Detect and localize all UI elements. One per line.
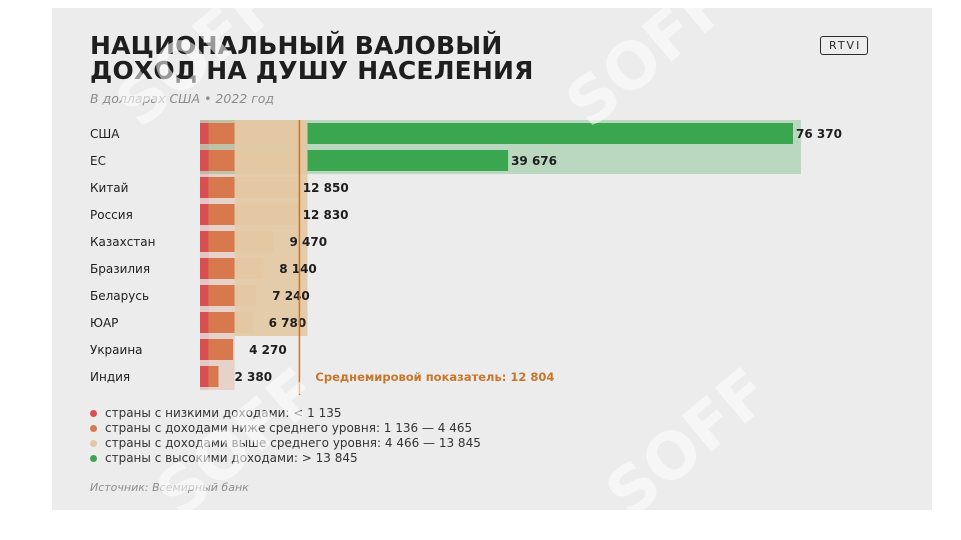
category-label: Россия: [90, 208, 133, 222]
legend-label-upper-middle: страны с доходами выше среднего уровня: …: [105, 436, 481, 450]
legend-label-low: страны с низкими доходами: < 1 135: [105, 406, 342, 420]
band-low: [200, 120, 209, 390]
bar-segment-lower-middle: [208, 312, 235, 333]
bar-segment-upper-middle: [234, 204, 300, 225]
category-label: ЮАР: [90, 316, 118, 330]
bar-3: [200, 204, 300, 225]
legend-item-high: страны с высокими доходами: > 13 845: [90, 451, 481, 466]
legend-swatch-upper-middle: [90, 440, 97, 447]
category-label: Украина: [90, 343, 143, 357]
bar-segment-upper-middle: [234, 285, 257, 306]
legend-swatch-lower-middle: [90, 425, 97, 432]
bar-segment-lower-middle: [208, 258, 235, 279]
bar-9: [200, 366, 219, 387]
source-note: Источник: Всемирный банк: [90, 481, 249, 494]
category-label: Казахстан: [90, 235, 156, 249]
value-label: 12 830: [303, 208, 349, 222]
category-label: США: [90, 127, 120, 141]
legend-swatch-low: [90, 410, 97, 417]
bar-segment-upper-middle: [234, 231, 274, 252]
value-label: 2 380: [234, 370, 272, 384]
bar-segment-lower-middle: [208, 285, 235, 306]
value-label: 8 140: [279, 262, 317, 276]
bar-segment-high: [307, 150, 509, 171]
bar-segment-low: [200, 339, 209, 360]
bar-5: [200, 258, 264, 279]
bar-segment-upper-middle: [234, 312, 253, 333]
bar-segment-lower-middle: [208, 366, 219, 387]
legend-item-low: страны с низкими доходами: < 1 135: [90, 406, 481, 421]
bar-6: [200, 285, 257, 306]
category-label: ЕС: [90, 154, 106, 168]
bar-segment-low: [200, 204, 209, 225]
bar-segment-low: [200, 231, 209, 252]
average-label: Среднемировой показатель: 12 804: [315, 370, 554, 384]
bar-chart: США 76 370 ЕС 39 676 Китай 12 850 Россия 12 830…: [90, 120, 842, 395]
category-label: Индия: [90, 370, 130, 384]
bar-7: [200, 312, 253, 333]
value-label: 76 370: [796, 127, 842, 141]
legend-label-lower-middle: страны с доходами ниже среднего уровня: …: [105, 421, 473, 435]
bar-2: [200, 177, 300, 198]
legend-swatch-high: [90, 455, 97, 462]
bar-segment-low: [200, 123, 209, 144]
legend-item-lower-middle: страны с доходами ниже среднего уровня: …: [90, 421, 481, 436]
bar-segment-lower-middle: [208, 204, 235, 225]
bar-segment-high: [307, 123, 793, 144]
bar-4: [200, 231, 274, 252]
bar-segment-low: [200, 312, 209, 333]
bar-8: [200, 339, 234, 360]
bar-segment-low: [200, 150, 209, 171]
chart-legend: страны с низкими доходами: < 1 135 стран…: [90, 406, 481, 466]
category-label: Бразилия: [90, 262, 150, 276]
value-label: 12 850: [303, 181, 349, 195]
value-label: 9 470: [290, 235, 328, 249]
legend-item-upper-middle: страны с доходами выше среднего уровня: …: [90, 436, 481, 451]
bar-segment-lower-middle: [208, 150, 235, 171]
bar-segment-upper-middle: [234, 123, 308, 144]
category-label: Беларусь: [90, 289, 149, 303]
bar-segment-low: [200, 366, 209, 387]
legend-label-high: страны с высокими доходами: > 13 845: [105, 451, 358, 465]
bar-1: [200, 150, 509, 171]
bar-0: [200, 123, 793, 144]
value-label: 39 676: [511, 154, 557, 168]
bar-segment-low: [200, 285, 209, 306]
bar-segment-low: [200, 258, 209, 279]
value-label: 4 270: [249, 343, 287, 357]
chart-title-line-2: ДОХОД НА ДУШУ НАСЕЛЕНИЯ: [90, 56, 534, 85]
rtvi-logo: RTVI: [820, 36, 869, 55]
bar-segment-upper-middle: [234, 177, 300, 198]
bar-segment-upper-middle: [234, 150, 308, 171]
chart-title-line-1: НАЦИОНАЛЬНЫЙ ВАЛОВЫЙ: [90, 31, 503, 60]
chart-title: НАЦИОНАЛЬНЫЙ ВАЛОВЫЙ ДОХОД НА ДУШУ НАСЕЛ…: [90, 33, 534, 83]
value-label: 6 780: [269, 316, 307, 330]
category-label: Китай: [90, 181, 128, 195]
chart-subtitle: В долларах США • 2022 год: [90, 91, 275, 106]
bar-segment-lower-middle: [208, 339, 234, 360]
bar-segment-lower-middle: [208, 123, 235, 144]
bar-segment-upper-middle: [234, 258, 264, 279]
bar-segment-lower-middle: [208, 177, 235, 198]
value-label: 7 240: [272, 289, 310, 303]
bar-segment-lower-middle: [208, 231, 235, 252]
bar-segment-low: [200, 177, 209, 198]
infographic-card: НАЦИОНАЛЬНЫЙ ВАЛОВЫЙ ДОХОД НА ДУШУ НАСЕЛ…: [52, 8, 932, 510]
